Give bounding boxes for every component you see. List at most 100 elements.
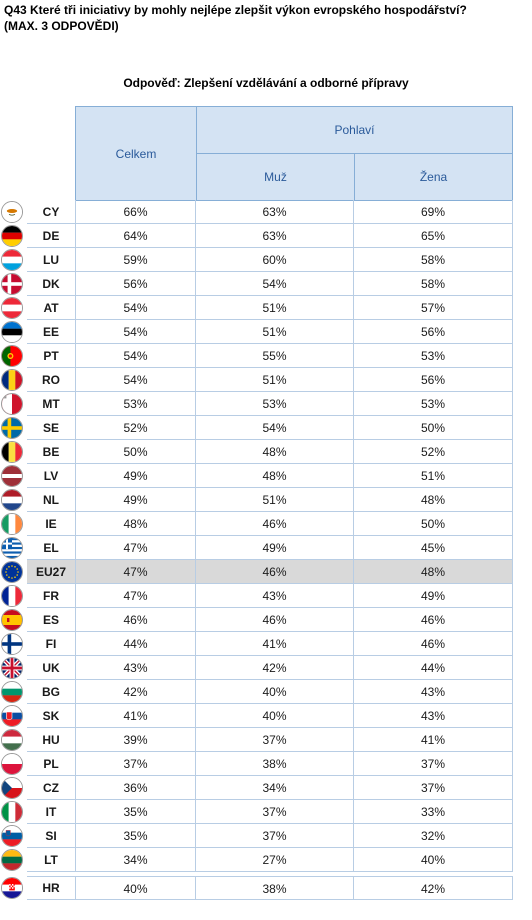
female-cell: 32%	[354, 824, 513, 848]
country-code: HU	[42, 733, 60, 747]
country-code: FR	[43, 589, 59, 603]
country-code: PL	[43, 757, 59, 771]
code-cell-bg	[27, 680, 75, 704]
header-total: Celkem	[75, 106, 197, 201]
total-cell: 34%	[75, 848, 196, 872]
table-row: LU 59% 60% 58%	[0, 248, 532, 272]
code-cell-bg	[27, 488, 75, 512]
question-note: (MAX. 3 ODPOVĚDI)	[4, 19, 119, 33]
male-cell: 51%	[196, 320, 354, 344]
table-row: HR 40% 38% 42%	[0, 876, 532, 900]
header-group: Pohlaví	[196, 106, 513, 154]
code-cell-bg	[27, 848, 75, 872]
country-code: PT	[43, 349, 59, 363]
header-male: Muž	[196, 153, 355, 201]
table-row: EL 47% 49% 45%	[0, 536, 532, 560]
female-cell: 51%	[354, 464, 513, 488]
male-cell: 38%	[196, 752, 354, 776]
flag-nl-icon	[1, 489, 23, 511]
flag-lv-icon	[1, 465, 23, 487]
flag-be-icon	[1, 441, 23, 463]
female-cell: 50%	[354, 512, 513, 536]
flag-lu-icon	[1, 249, 23, 271]
flag-sk-icon	[1, 705, 23, 727]
total-cell: 66%	[75, 200, 196, 224]
country-code: SK	[42, 709, 60, 723]
total-cell: 42%	[75, 680, 196, 704]
code-cell-bg	[27, 704, 75, 728]
total-cell: 37%	[75, 752, 196, 776]
table-row: SE 52% 54% 50%	[0, 416, 532, 440]
male-cell: 42%	[196, 656, 354, 680]
total-cell: 44%	[75, 632, 196, 656]
male-cell: 46%	[196, 608, 354, 632]
country-code: NL	[43, 493, 59, 507]
country-code: CY	[42, 205, 60, 219]
total-cell: 35%	[75, 824, 196, 848]
male-cell: 34%	[196, 776, 354, 800]
total-cell: 39%	[75, 728, 196, 752]
male-cell: 38%	[196, 876, 354, 900]
total-cell: 43%	[75, 656, 196, 680]
header-total-label: Celkem	[115, 146, 157, 161]
female-cell: 46%	[354, 608, 513, 632]
male-cell: 46%	[196, 560, 354, 584]
total-cell: 47%	[75, 584, 196, 608]
flag-cz-icon	[1, 777, 23, 799]
table-row: HU 39% 37% 41%	[0, 728, 532, 752]
total-cell: 54%	[75, 296, 196, 320]
code-cell-bg	[27, 344, 75, 368]
flag-eu27-icon	[1, 561, 23, 583]
table-row: DE 64% 63% 65%	[0, 224, 532, 248]
code-cell-bg	[27, 224, 75, 248]
code-cell-bg	[27, 248, 75, 272]
total-cell: 49%	[75, 464, 196, 488]
country-code: MT	[42, 397, 60, 411]
total-cell: 47%	[75, 536, 196, 560]
code-cell-bg	[27, 752, 75, 776]
female-cell: 53%	[354, 392, 513, 416]
table-row: SK 41% 40% 43%	[0, 704, 532, 728]
table-row: MT 53% 53% 53%	[0, 392, 532, 416]
flag-uk-icon	[1, 657, 23, 679]
table-row: SI 35% 37% 32%	[0, 824, 532, 848]
table-row: PL 37% 38% 37%	[0, 752, 532, 776]
flag-ie-icon	[1, 513, 23, 535]
flag-es-icon	[1, 609, 23, 631]
flag-dk-icon	[1, 273, 23, 295]
total-cell: 54%	[75, 344, 196, 368]
total-cell: 49%	[75, 488, 196, 512]
female-cell: 48%	[354, 488, 513, 512]
country-code: HR	[42, 881, 60, 895]
table-row: FI 44% 41% 46%	[0, 632, 532, 656]
table-row: EU27 47% 46% 48%	[0, 560, 532, 584]
male-cell: 51%	[196, 368, 354, 392]
table-row: LV 49% 48% 51%	[0, 464, 532, 488]
table-row: LT 34% 27% 40%	[0, 848, 532, 872]
code-cell-bg	[27, 296, 75, 320]
male-cell: 54%	[196, 272, 354, 296]
male-cell: 49%	[196, 536, 354, 560]
female-cell: 50%	[354, 416, 513, 440]
male-cell: 40%	[196, 704, 354, 728]
flag-ro-icon	[1, 369, 23, 391]
header-female-label: Žena	[419, 170, 448, 184]
code-cell-bg	[27, 656, 75, 680]
male-cell: 53%	[196, 392, 354, 416]
male-cell: 54%	[196, 416, 354, 440]
question-title: Q43 Které tři iniciativy by mohly nejlép…	[4, 2, 524, 34]
country-code: DK	[42, 277, 60, 291]
flag-pt-icon	[1, 345, 23, 367]
male-cell: 27%	[196, 848, 354, 872]
female-cell: 56%	[354, 368, 513, 392]
male-cell: 37%	[196, 728, 354, 752]
table-row: BG 42% 40% 43%	[0, 680, 532, 704]
code-cell-bg	[27, 512, 75, 536]
flag-at-icon	[1, 297, 23, 319]
country-code: LT	[44, 853, 58, 867]
total-cell: 47%	[75, 560, 196, 584]
male-cell: 60%	[196, 248, 354, 272]
country-code: EL	[43, 541, 59, 555]
flag-pl-icon	[1, 753, 23, 775]
flag-ee-icon	[1, 321, 23, 343]
